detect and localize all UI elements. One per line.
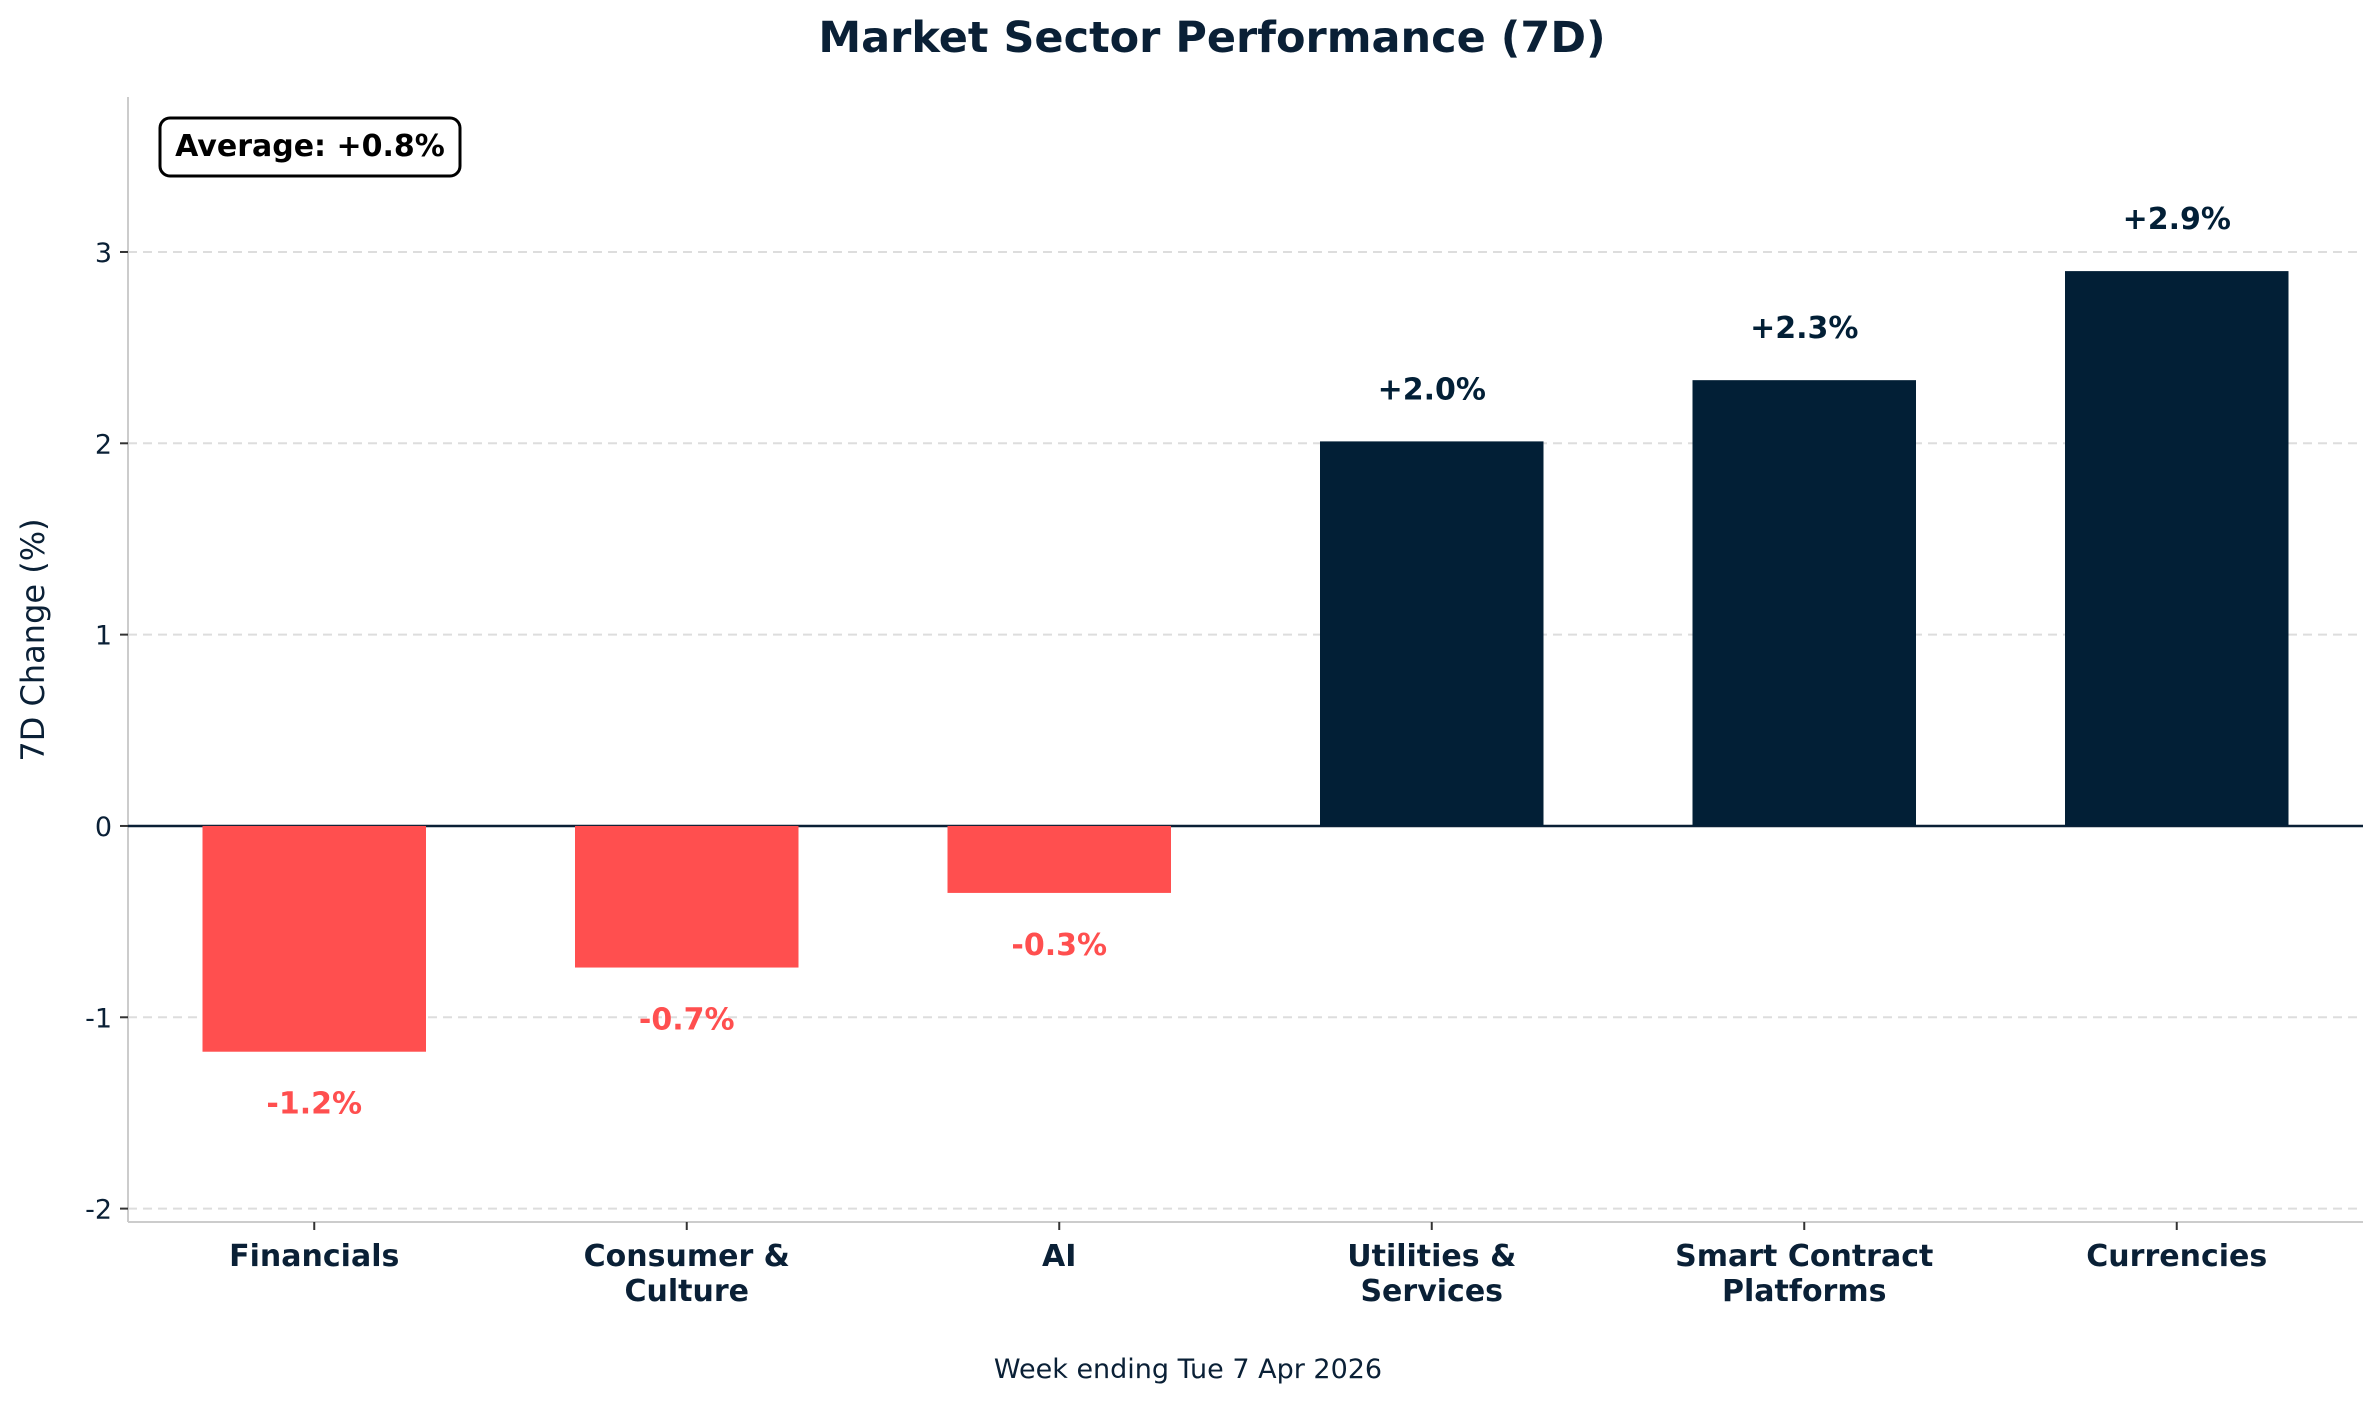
x-tick-label: Smart Contract <box>1675 1239 1933 1274</box>
average-annotation: Average: +0.8% <box>158 116 462 178</box>
data-label: -1.2% <box>266 1087 362 1122</box>
bars <box>202 271 2289 1052</box>
data-label: -0.7% <box>639 1003 735 1038</box>
y-axis-label: 7D Change (%) <box>14 518 52 761</box>
bar <box>202 825 426 1052</box>
annotation-box <box>158 116 462 178</box>
data-label: +2.0% <box>1378 372 1486 407</box>
y-tick-label: 2 <box>95 429 112 460</box>
x-tick-label: Platforms <box>1722 1274 1886 1309</box>
y-tick-label: -2 <box>85 1195 112 1226</box>
x-tick-label: AI <box>1042 1239 1076 1274</box>
x-axis-ticks: Financials Consumer &Culture AI Utilities &… <box>229 1222 2267 1309</box>
y-axis-ticks: -2 -1 0 1 2 3 <box>85 238 128 1226</box>
y-tick-label: 3 <box>95 238 112 269</box>
y-tick-label: -1 <box>85 1003 112 1034</box>
axes <box>127 97 2363 1223</box>
bar <box>575 825 799 968</box>
y-tick-label: 0 <box>95 812 112 843</box>
x-tick-label: Services <box>1360 1274 1503 1309</box>
data-label: -0.3% <box>1011 928 1107 963</box>
bar <box>947 825 1171 893</box>
data-label: +2.3% <box>1750 311 1858 346</box>
x-tick-label: Utilities & <box>1347 1239 1516 1274</box>
chart-footer: Week ending Tue 7 Apr 2026 <box>994 1354 1382 1385</box>
x-tick-label: Financials <box>229 1239 399 1274</box>
x-tick-label: Culture <box>625 1274 750 1309</box>
y-tick-label: 1 <box>95 621 112 652</box>
bar <box>1320 441 1544 826</box>
x-tick-label: Currencies <box>2086 1239 2267 1274</box>
data-label: +2.9% <box>2123 202 2231 237</box>
bar <box>2065 271 2289 826</box>
bar <box>1692 380 1916 826</box>
chart-title: Market Sector Performance (7D) <box>818 13 1605 63</box>
grid <box>128 250 2363 1210</box>
annotation-text: Average: +0.8% <box>175 129 445 164</box>
data-labels: -1.2% -0.7% -0.3% +2.0% +2.3% +2.9% <box>266 202 2231 1122</box>
x-tick-label: Consumer & <box>584 1239 790 1274</box>
